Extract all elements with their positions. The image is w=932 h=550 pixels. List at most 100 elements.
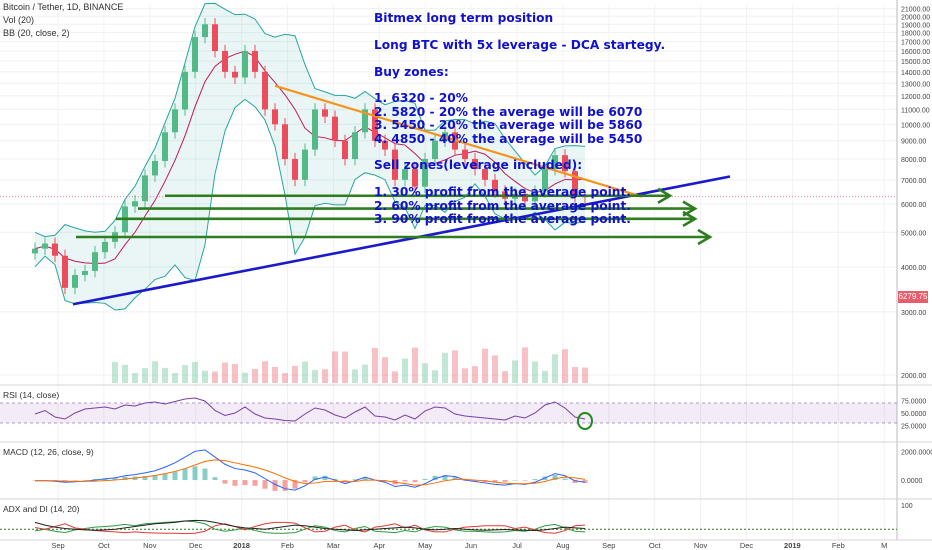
candle-body [412, 169, 418, 187]
macd-histogram-bar [182, 468, 188, 481]
macd-histogram-bar [112, 477, 118, 481]
candle-body [232, 71, 238, 78]
volume-bar [352, 369, 358, 383]
candle-body [482, 169, 488, 180]
adx-title: ADX and DI (14, 20) [3, 504, 80, 514]
candle-body [92, 252, 98, 271]
bb-upper-line [34, 2, 586, 238]
macd-histogram-bar [162, 473, 168, 481]
di-minus-line [34, 521, 586, 535]
volume-bar [512, 360, 518, 383]
price-tick-label: 21000.00 [901, 7, 930, 14]
price-tick-label: 19000.00 [901, 22, 930, 29]
volume-bar [142, 368, 148, 383]
buy-zone-2: 2. 5820 - 20% the average will be 6070 [374, 104, 643, 119]
macd-line [34, 449, 586, 491]
time-tick-label: Dec [189, 541, 203, 550]
macd-histogram-bar [152, 475, 158, 481]
macd-histogram-bar [72, 480, 78, 481]
candle-body [402, 169, 408, 180]
macd-histogram-bar [322, 475, 328, 481]
price-tick-label: 20000.00 [901, 14, 930, 21]
volume-bars [112, 347, 588, 383]
volume-bar [322, 369, 328, 383]
macd-histogram-bar [292, 480, 298, 489]
rsi-tick-label: 50.0000 [901, 411, 926, 418]
candle-body [332, 116, 338, 141]
candle-body [312, 109, 318, 150]
volume-bar [232, 364, 238, 383]
vol-legend: Vol (20) [3, 15, 35, 25]
volume-bar [502, 371, 508, 383]
price-tick-label: 18000.00 [901, 31, 930, 38]
candle-body [372, 109, 378, 141]
candle-body [432, 140, 438, 160]
rsi-highlight-circle [577, 412, 593, 430]
macd-histogram-bar [302, 480, 308, 483]
volume-bar [132, 372, 138, 383]
volume-bar [162, 367, 168, 383]
macd-tick-label: 0.0000 [901, 478, 923, 485]
macd-histogram-bar [572, 480, 578, 483]
time-axis: Sep Oct Nov Dec 2018 Feb Mar Apr May Jun Jul Aug Sep… [51, 541, 887, 550]
di-plus-line [34, 520, 586, 534]
volume-bar [442, 352, 448, 383]
candle-body [562, 155, 568, 172]
price-tick-label: 11000.00 [901, 107, 930, 114]
annotation-strategy: Long BTC with 5x leverage - DCA startegy… [374, 37, 666, 52]
candle-body [492, 179, 498, 192]
bb-basis-line [34, 50, 586, 264]
time-tick-label: Oct [98, 541, 111, 550]
time-tick-label: Mar [327, 541, 340, 550]
price-tick-label: 5000.00 [901, 230, 926, 237]
macd-histogram-bar [122, 476, 128, 481]
candle-body [252, 51, 258, 72]
buy-zone-1: 1. 6320 - 20% [374, 91, 468, 106]
macd-histogram-bar [142, 476, 148, 481]
candle-body [152, 160, 158, 176]
volume-bar [312, 369, 318, 383]
candle-body [302, 149, 308, 180]
macd-histogram-bar [242, 480, 248, 486]
candle-body [182, 71, 188, 110]
time-tick-label: M [881, 541, 887, 550]
macd-histogram-bar [202, 468, 208, 481]
volume-bar [452, 350, 458, 383]
macd-histogram-bar [62, 480, 68, 482]
price-tick-label: 12000.00 [901, 94, 930, 101]
volume-bar [112, 362, 118, 383]
price-tick-label: 9000.00 [901, 139, 926, 146]
buy-zone-4: 4. 4850 - 40% the average will be 5450 [374, 131, 643, 146]
volume-bar [552, 354, 558, 383]
time-tick-label: Dec [740, 541, 754, 550]
volume-bar [332, 351, 338, 383]
volume-bar [122, 364, 128, 383]
macd-histogram-bar [282, 480, 288, 491]
candle-body [572, 171, 578, 197]
candle-body [142, 175, 148, 202]
indicator-panes: 25.0000 50.0000 75.0000 0.0000 2000.0000 100 [0, 384, 932, 541]
macd-histogram-bar [562, 478, 568, 481]
bb-legend: BB (20, close, 2) [3, 28, 70, 38]
candle-body [32, 248, 38, 254]
macd-histogram-bar [582, 480, 588, 483]
volume-bar [302, 361, 308, 383]
volume-bar [562, 349, 568, 383]
macd-histogram-bar [522, 480, 528, 481]
macd-histogram-bar [82, 479, 88, 481]
macd-histogram-bar [262, 480, 268, 489]
time-tick-label: Jul [512, 541, 522, 550]
volume-bar [212, 371, 218, 383]
volume-bar [412, 347, 418, 383]
macd-histogram-bar [312, 476, 318, 481]
last-price-badge: 6279.75 [898, 291, 928, 303]
rsi-line [34, 397, 586, 422]
drawings [0, 84, 897, 306]
candle-body [542, 169, 548, 192]
price-tick-label: 16000.00 [901, 49, 930, 56]
candle-body [392, 149, 398, 180]
volume-bar [182, 365, 188, 383]
symbol-title: Bitcoin / Tether, 1D, BINANCE [3, 2, 124, 12]
volume-bar [172, 373, 178, 383]
